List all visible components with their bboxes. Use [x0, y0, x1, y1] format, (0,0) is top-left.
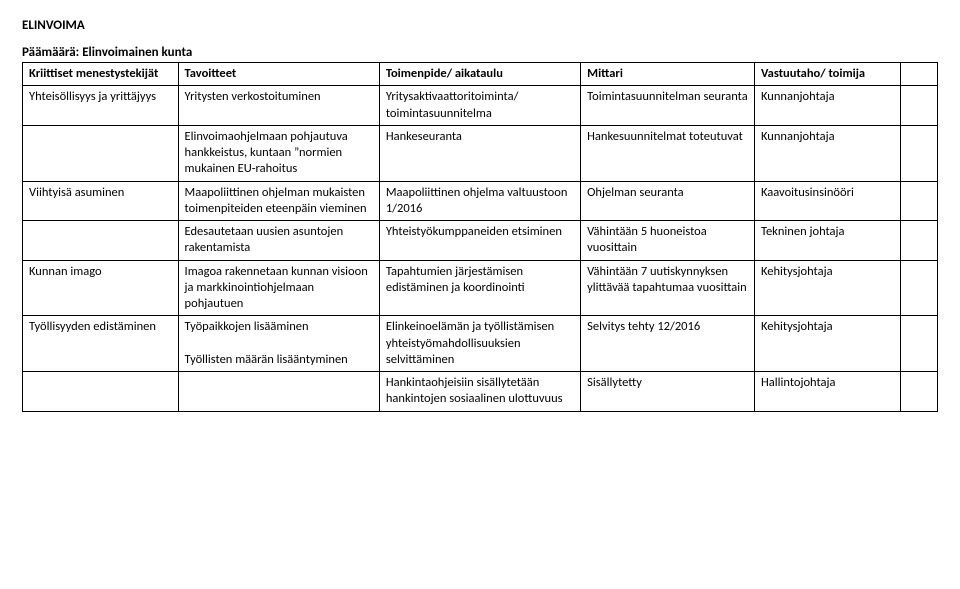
cell — [901, 316, 938, 372]
cell: Yritysten verkostoituminen — [178, 86, 379, 126]
cell: Vähintään 5 huoneistoa vuosittain — [581, 221, 755, 261]
header-c5: Vastuutaho/ toimija — [754, 63, 900, 86]
cell: Kunnanjohtaja — [754, 125, 900, 181]
cell: Hallintojohtaja — [754, 372, 900, 412]
cell — [23, 372, 179, 412]
cell: Kehitysjohtaja — [754, 260, 900, 316]
cell: Selvitys tehty 12/2016 — [581, 316, 755, 372]
cell: Tapahtumien järjestämisen edistäminen ja… — [379, 260, 580, 316]
cell: Edesautetaan uusien asuntojen rakentamis… — [178, 221, 379, 261]
cell: Hankeseuranta — [379, 125, 580, 181]
cell — [901, 221, 938, 261]
cell: Hankintaohjeisiin sisällytetään hankinto… — [379, 372, 580, 412]
table-row: Yhteisöllisyys ja yrittäjyys Yritysten v… — [23, 86, 938, 126]
cell: Viihtyisä asuminen — [23, 181, 179, 221]
cell: Maapoliittinen ohjelma valtuustoon 1/201… — [379, 181, 580, 221]
table-row: Hankintaohjeisiin sisällytetään hankinto… — [23, 372, 938, 412]
cell: Yhteisöllisyys ja yrittäjyys — [23, 86, 179, 126]
cell: Ohjelman seuranta — [581, 181, 755, 221]
cell: Kaavoitusinsinööri — [754, 181, 900, 221]
cell: Kunnanjohtaja — [754, 86, 900, 126]
cell — [901, 260, 938, 316]
cell — [901, 181, 938, 221]
cell — [901, 125, 938, 181]
header-row: Kriittiset menestystekijät Tavoitteet To… — [23, 63, 938, 86]
cell: Sisällytetty — [581, 372, 755, 412]
cell: Elinkeinoelämän ja työllistämisen yhteis… — [379, 316, 580, 372]
cell: Elinvoimaohjelmaan pohjautuva hankkeistu… — [178, 125, 379, 181]
table-row: Viihtyisä asuminen Maapoliittinen ohjelm… — [23, 181, 938, 221]
header-c6 — [901, 63, 938, 86]
cell: Kunnan imago — [23, 260, 179, 316]
table-row: Edesautetaan uusien asuntojen rakentamis… — [23, 221, 938, 261]
header-c3: Toimenpide/ aikataulu — [379, 63, 580, 86]
cell — [178, 372, 379, 412]
cell — [901, 372, 938, 412]
cell: Maapoliittinen ohjelman mukaisten toimen… — [178, 181, 379, 221]
cell: Kehitysjohtaja — [754, 316, 900, 372]
cell — [23, 125, 179, 181]
table-row: Elinvoimaohjelmaan pohjautuva hankkeistu… — [23, 125, 938, 181]
table-row: Kunnan imago Imagoa rakennetaan kunnan v… — [23, 260, 938, 316]
cell — [901, 86, 938, 126]
cell: Yritysaktivaattoritoiminta/ toimintasuun… — [379, 86, 580, 126]
cell: Työllisyyden edistäminen — [23, 316, 179, 372]
content-table: Kriittiset menestystekijät Tavoitteet To… — [22, 62, 938, 412]
cell: Vähintään 7 uutiskynnyksen ylittävää tap… — [581, 260, 755, 316]
cell — [23, 221, 179, 261]
cell: Yhteistyökumppaneiden etsiminen — [379, 221, 580, 261]
cell: Tekninen johtaja — [754, 221, 900, 261]
goal-title: Päämäärä: Elinvoimainen kunta — [22, 45, 938, 60]
header-c1: Kriittiset menestystekijät — [23, 63, 179, 86]
header-c4: Mittari — [581, 63, 755, 86]
table-row: Työllisyyden edistäminen Työpaikkojen li… — [23, 316, 938, 372]
cell: Hankesuunnitelmat toteutuvat — [581, 125, 755, 181]
cell: Työpaikkojen lisääminen Työllisten määrä… — [178, 316, 379, 372]
cell: Toimintasuunnitelman seuranta — [581, 86, 755, 126]
header-c2: Tavoitteet — [178, 63, 379, 86]
page-title: ELINVOIMA — [22, 18, 938, 33]
cell: Imagoa rakennetaan kunnan visioon ja mar… — [178, 260, 379, 316]
